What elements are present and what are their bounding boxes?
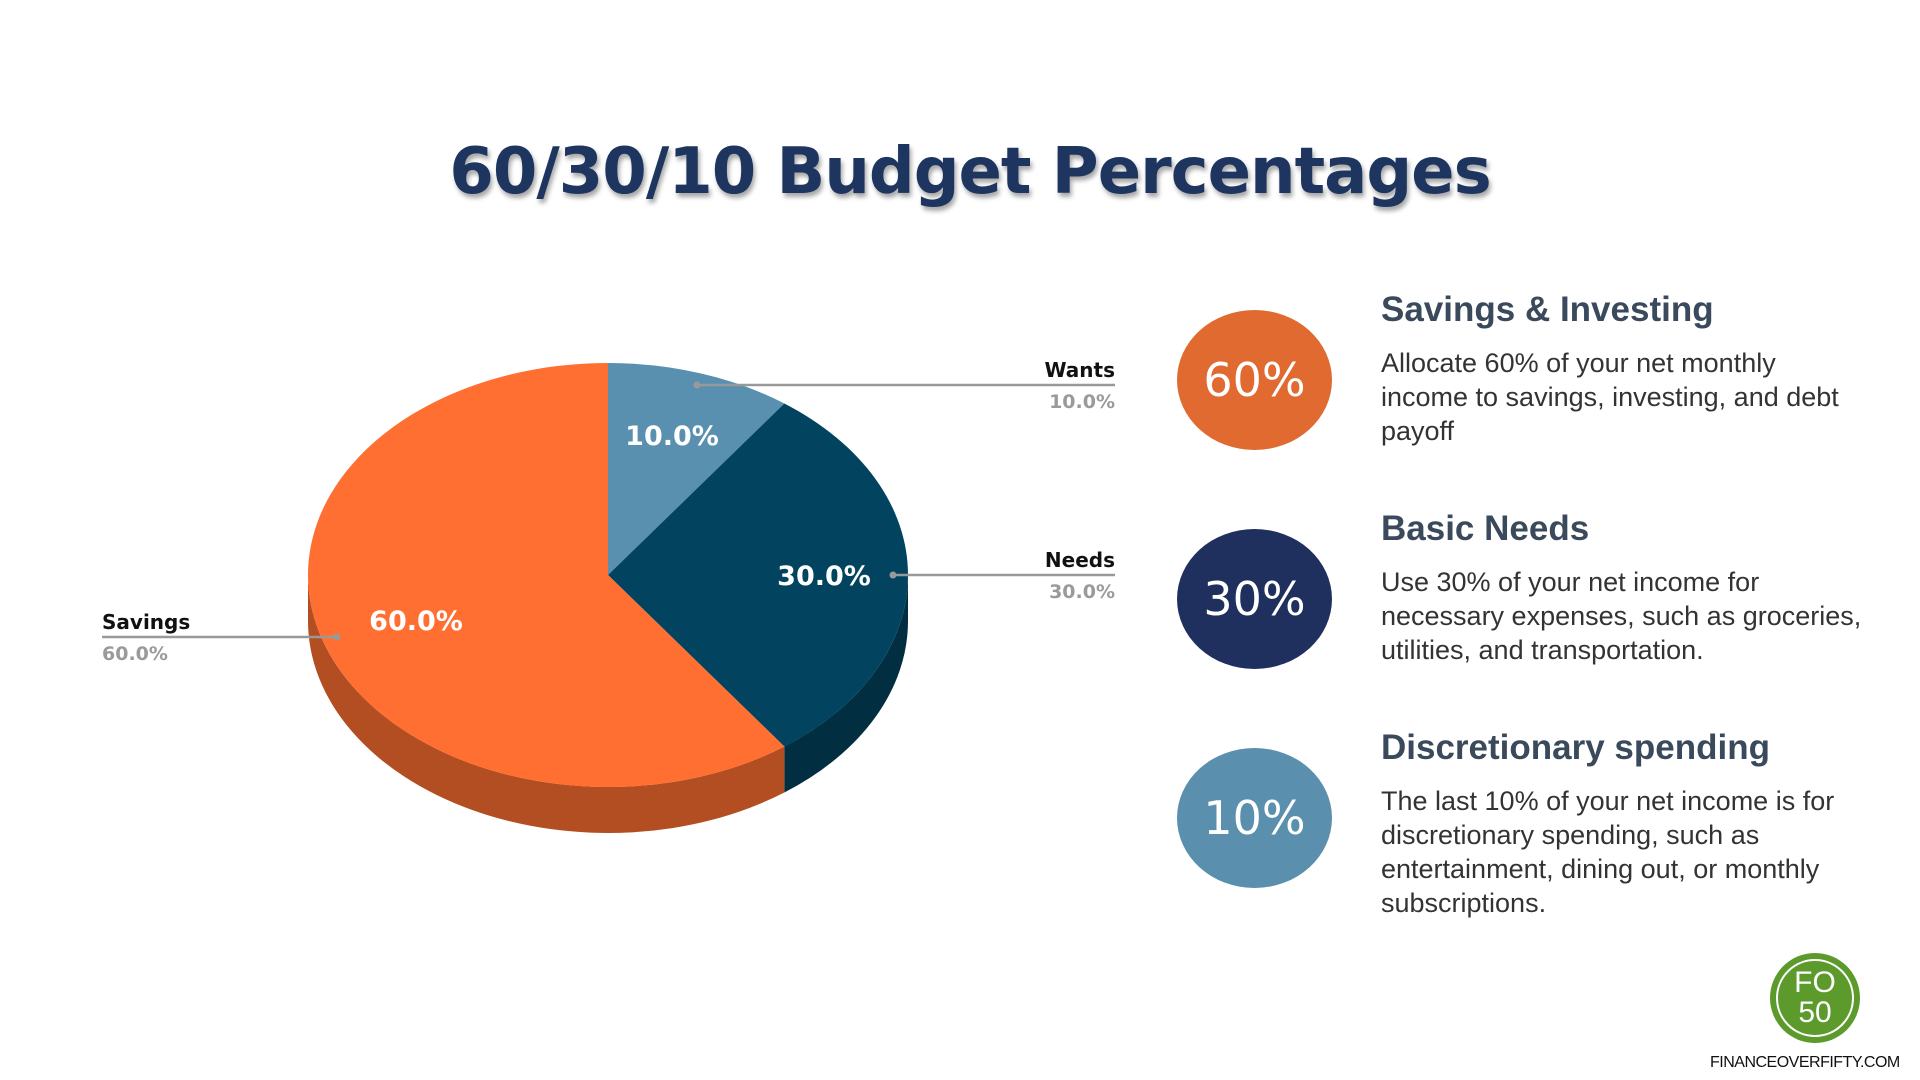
desc-line: Use 30% of your net income for [1381, 567, 1760, 597]
callout-name: Savings [102, 610, 190, 634]
slice-value-label: 30.0% [777, 561, 871, 592]
desc-line: subscriptions. [1381, 888, 1547, 918]
item-heading: Discretionary spending [1381, 728, 1770, 767]
pie-slice-needs [608, 403, 908, 747]
desc-line: discretionary spending, such as [1381, 820, 1760, 850]
item-needs: 30% Basic Needs Use 30% of your net inco… [1177, 509, 1917, 679]
pie-slice-savings [307, 363, 785, 787]
item-heading: Basic Needs [1381, 509, 1590, 548]
item-description: The last 10% of your net income is for d… [1381, 784, 1834, 920]
site-url: FINANCEOVERFIFTY.COM [1710, 1054, 1900, 1071]
slice-value-label: 60.0% [369, 606, 463, 637]
item-description: Allocate 60% of your net monthly income … [1381, 346, 1839, 448]
logo-ring: FO 50 [1776, 959, 1854, 1037]
desc-line: Allocate 60% of your net monthly [1381, 348, 1776, 378]
callout-name: Needs [1045, 548, 1115, 572]
pie-side-savings [308, 575, 785, 834]
desc-line: The last 10% of your net income is for [1381, 786, 1835, 816]
badge-circle: 60% [1177, 310, 1332, 450]
desc-line: income to savings, investing, and debt [1381, 382, 1839, 412]
logo-text: 50 [1798, 996, 1832, 1029]
page-title: 60/30/10 Budget Percentages [449, 135, 1491, 209]
pie-side-needs [784, 575, 908, 793]
pie-chart: 10.0% 30.0% 60.0% Wants 10.0% Needs 30.0% Savin… [102, 358, 1115, 834]
item-heading: Savings & Investing [1381, 290, 1714, 329]
pie-slice-wants [608, 363, 785, 575]
callout-value: 10.0% [1049, 391, 1115, 413]
desc-line: necessary expenses, such as groceries, [1381, 601, 1862, 631]
item-discretionary: 10% Discretionary spending The last 10% … [1177, 728, 1917, 918]
callout-name: Wants [1044, 358, 1115, 382]
desc-line: entertainment, dining out, or monthly [1381, 854, 1820, 884]
desc-line: payoff [1381, 416, 1455, 446]
callout-dot [693, 381, 701, 389]
callout-dot [333, 633, 341, 641]
callout-dot [889, 571, 897, 579]
callout-value: 30.0% [1049, 581, 1115, 603]
badge-circle: 10% [1177, 748, 1332, 888]
desc-line: utilities, and transportation. [1381, 635, 1704, 665]
badge-circle: 30% [1177, 529, 1332, 669]
fo50-logo: FO 50 [1770, 953, 1860, 1043]
item-description: Use 30% of your net income for necessary… [1381, 565, 1861, 667]
callout-value: 60.0% [102, 643, 168, 665]
logo-text: FO [1794, 966, 1836, 999]
slice-value-label: 10.0% [625, 421, 719, 452]
item-savings: 60% Savings & Investing Allocate 60% of … [1177, 290, 1917, 460]
